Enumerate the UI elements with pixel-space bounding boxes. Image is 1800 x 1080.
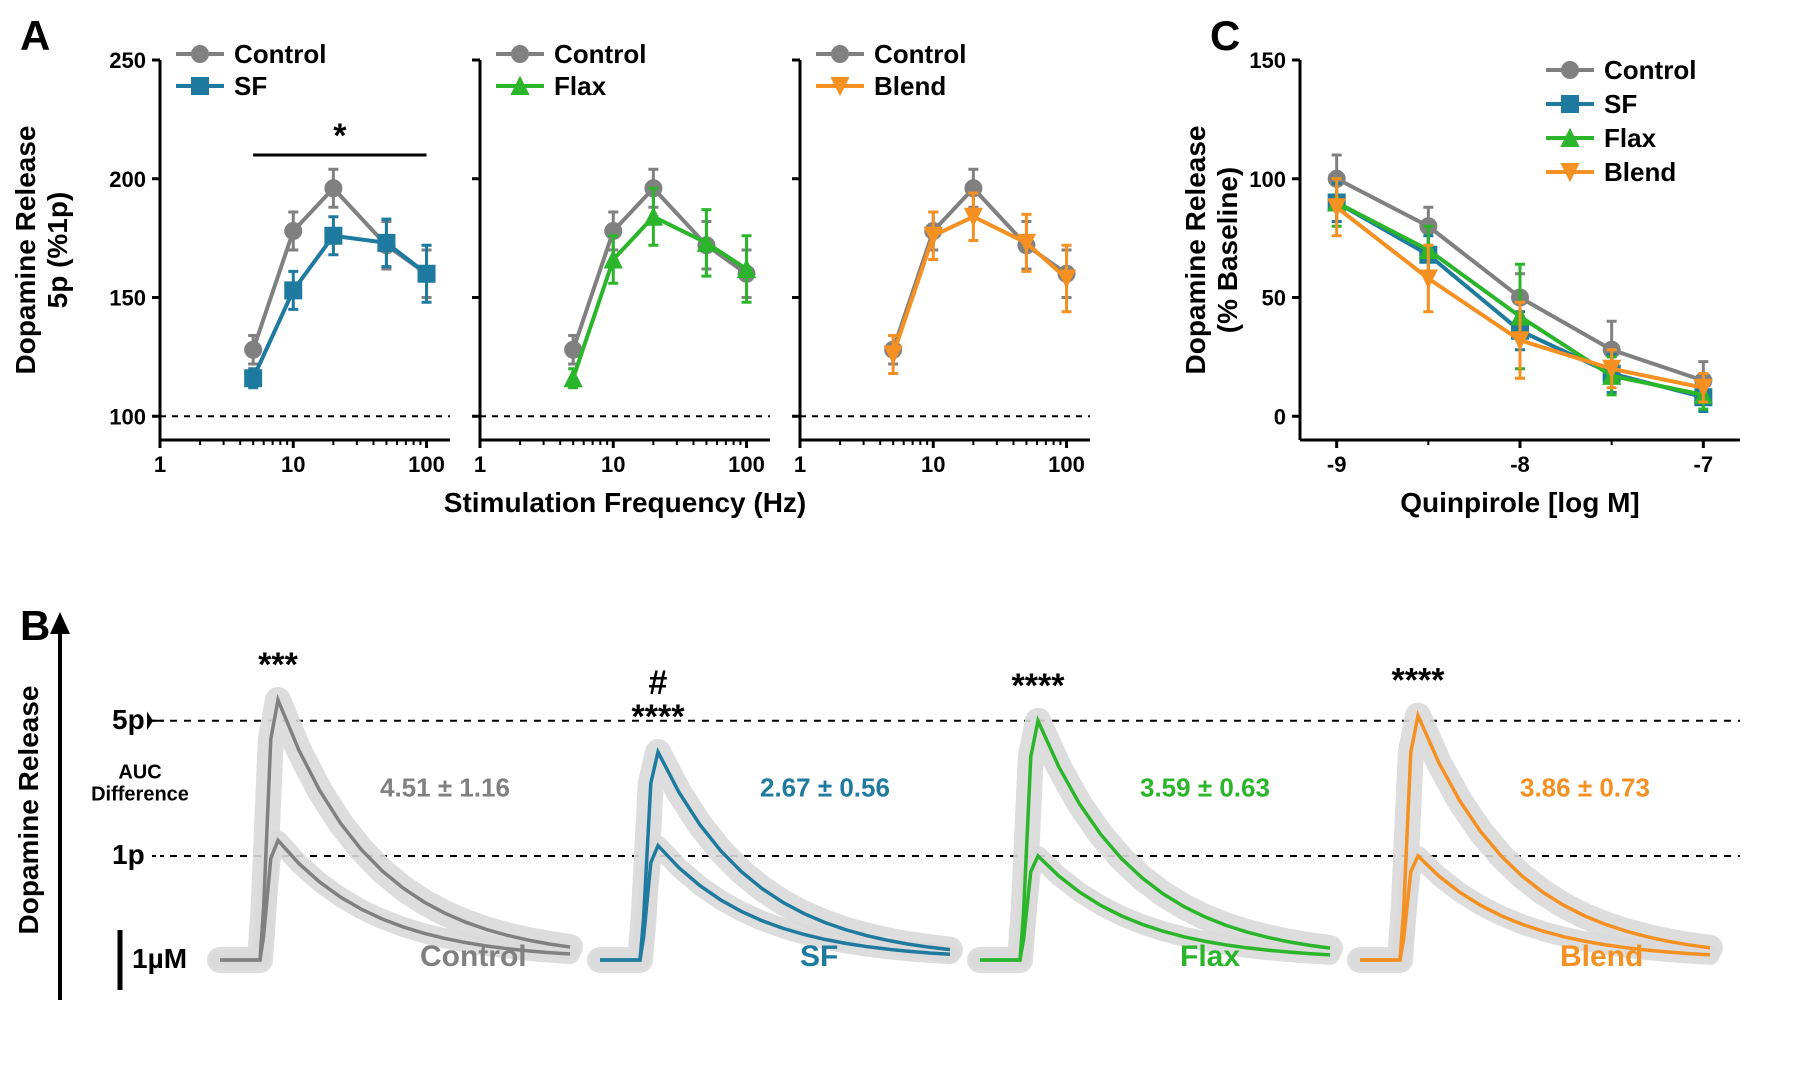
svg-text:0: 0 xyxy=(1274,404,1286,429)
panelB-trace-Flax: **** 3.59 ± 0.63 Flax xyxy=(980,667,1330,973)
figure-root: ADopamine Release5p (%1p)100150200250110… xyxy=(0,0,1800,1080)
svg-text:Blend: Blend xyxy=(1560,940,1643,973)
svg-text:*: * xyxy=(333,117,347,155)
svg-text:Control: Control xyxy=(1604,55,1696,85)
svg-text:1µM: 1µM xyxy=(132,943,187,974)
svg-text:Control: Control xyxy=(554,39,646,69)
svg-text:10: 10 xyxy=(601,452,625,477)
svg-text:3.59 ± 0.63: 3.59 ± 0.63 xyxy=(1140,772,1270,802)
panelB-trace-SF: ****#2.67 ± 0.56 SF xyxy=(600,664,950,973)
svg-text:100: 100 xyxy=(1048,452,1085,477)
svg-text:100: 100 xyxy=(408,452,445,477)
svg-text:150: 150 xyxy=(109,286,146,311)
panelC-plot: 0 50 100 150 -9 -8 -7 Control SF Flax Blend xyxy=(1249,48,1740,477)
svg-text:****: **** xyxy=(632,698,686,736)
svg-text:SF: SF xyxy=(1604,89,1637,119)
svg-text:AUCDifference: AUCDifference xyxy=(91,761,189,805)
svg-text:B: B xyxy=(20,602,50,649)
svg-text:***: *** xyxy=(258,646,298,684)
svg-text:Stimulation Frequency (Hz): Stimulation Frequency (Hz) xyxy=(444,487,806,518)
panelA-sub-0: 100 150 200 250 1 10 100 ControlSF * xyxy=(109,39,450,477)
svg-text:-8: -8 xyxy=(1510,452,1530,477)
svg-text:Quinpirole [log M]: Quinpirole [log M] xyxy=(1400,487,1640,518)
svg-text:Flax: Flax xyxy=(554,71,607,101)
svg-text:Control: Control xyxy=(234,39,326,69)
panelB-trace-Blend: **** 3.86 ± 0.73 Blend xyxy=(1360,662,1710,973)
svg-text:Dopamine Release(% Baseline): Dopamine Release(% Baseline) xyxy=(1180,126,1243,375)
svg-text:1: 1 xyxy=(794,452,806,477)
svg-text:SF: SF xyxy=(800,940,838,973)
svg-text:#: # xyxy=(649,664,668,702)
svg-text:-7: -7 xyxy=(1694,452,1714,477)
svg-text:250: 250 xyxy=(109,48,146,73)
svg-text:A: A xyxy=(20,12,50,59)
svg-text:Blend: Blend xyxy=(874,71,946,101)
svg-text:100: 100 xyxy=(1249,167,1286,192)
svg-text:Flax: Flax xyxy=(1604,123,1657,153)
svg-text:1: 1 xyxy=(474,452,486,477)
svg-text:10: 10 xyxy=(921,452,945,477)
svg-text:3.86 ± 0.73: 3.86 ± 0.73 xyxy=(1520,772,1650,802)
svg-text:1: 1 xyxy=(154,452,166,477)
svg-text:Flax: Flax xyxy=(1180,940,1240,973)
svg-text:Control: Control xyxy=(874,39,966,69)
panelB-trace-Control: *** 4.51 ± 1.16 Control xyxy=(220,646,570,973)
svg-text:Dopamine Release: Dopamine Release xyxy=(13,686,44,935)
svg-text:100: 100 xyxy=(109,404,146,429)
svg-text:Dopamine Release5p (%1p): Dopamine Release5p (%1p) xyxy=(10,126,73,375)
svg-text:100: 100 xyxy=(728,452,765,477)
svg-text:4.51 ± 1.16: 4.51 ± 1.16 xyxy=(380,772,510,802)
panelA-sub-2: 1 10 100 ControlBlend xyxy=(792,39,1090,477)
svg-text:200: 200 xyxy=(109,167,146,192)
panelA-sub-1: 1 10 100 ControlFlax xyxy=(472,39,770,477)
svg-text:50: 50 xyxy=(1262,286,1286,311)
svg-text:Control: Control xyxy=(420,940,527,973)
svg-text:2.67 ± 0.56: 2.67 ± 0.56 xyxy=(760,772,890,802)
svg-text:Blend: Blend xyxy=(1604,157,1676,187)
svg-text:****: **** xyxy=(1012,667,1066,705)
svg-text:-9: -9 xyxy=(1327,452,1347,477)
svg-text:10: 10 xyxy=(281,452,305,477)
svg-text:****: **** xyxy=(1392,662,1446,700)
svg-text:1p: 1p xyxy=(112,839,145,870)
svg-text:SF: SF xyxy=(234,71,267,101)
svg-text:5p: 5p xyxy=(112,704,145,735)
svg-text:150: 150 xyxy=(1249,48,1286,73)
svg-text:C: C xyxy=(1210,12,1240,59)
